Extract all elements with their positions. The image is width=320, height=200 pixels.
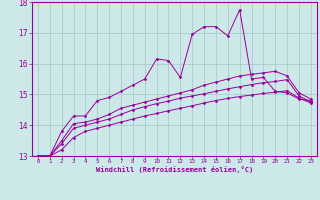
X-axis label: Windchill (Refroidissement éolien,°C): Windchill (Refroidissement éolien,°C) — [96, 166, 253, 173]
